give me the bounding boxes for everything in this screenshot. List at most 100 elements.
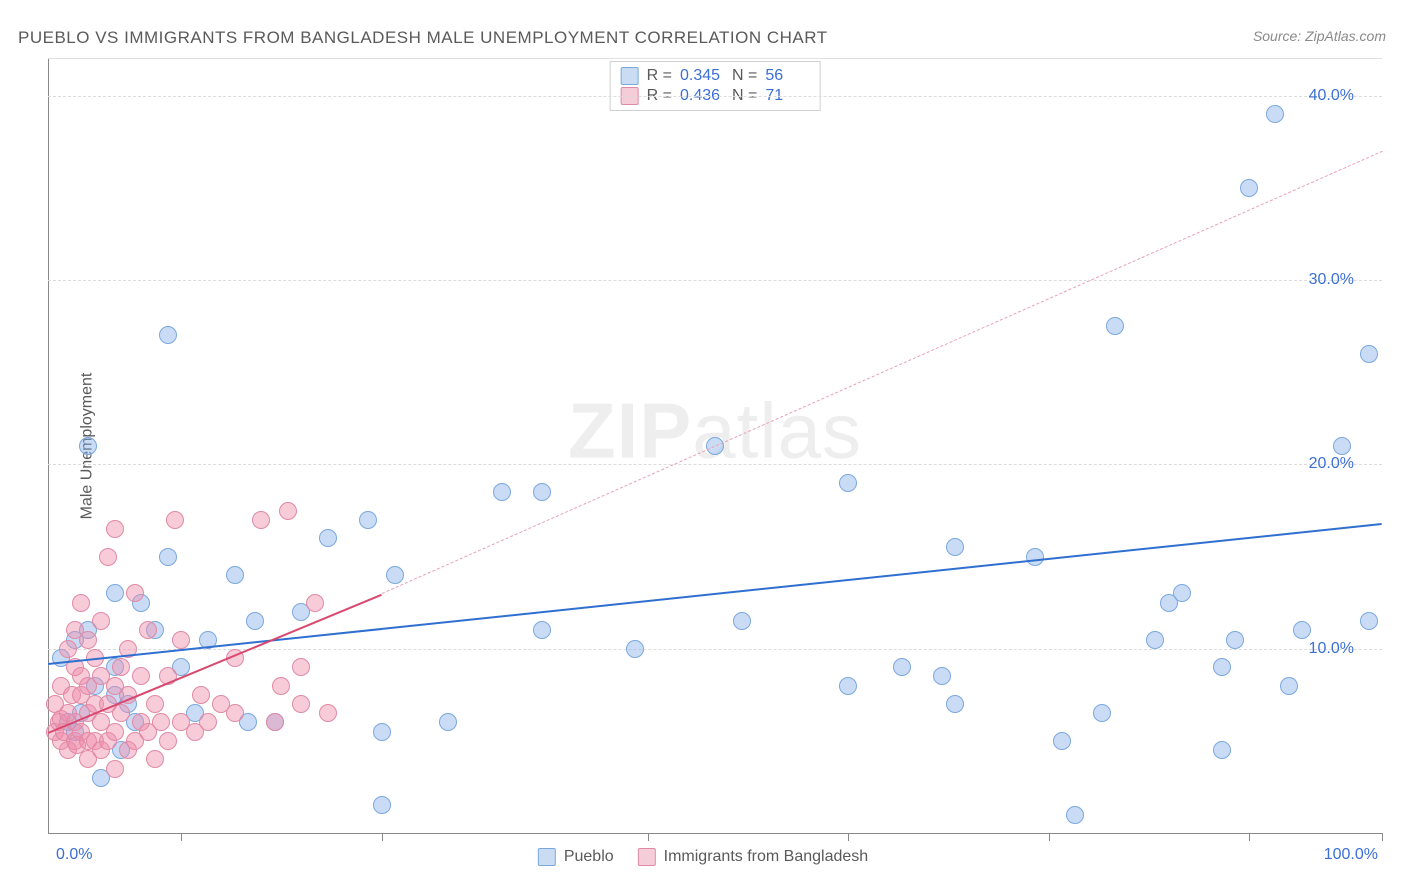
scatter-point	[893, 658, 911, 676]
scatter-point	[59, 640, 77, 658]
n-value: 56	[765, 67, 809, 85]
scatter-point	[1360, 612, 1378, 630]
scatter-point	[1280, 677, 1298, 695]
plot-area-wrap: ZIPatlas R =0.345N =56R =0.436N =71 10.0…	[48, 58, 1382, 834]
scatter-point	[159, 732, 177, 750]
scatter-point	[733, 612, 751, 630]
scatter-point	[159, 548, 177, 566]
x-tick	[1382, 833, 1383, 841]
scatter-point	[106, 723, 124, 741]
trend-line	[381, 151, 1382, 594]
scatter-point	[1213, 658, 1231, 676]
x-tick	[848, 833, 849, 841]
scatter-point	[146, 750, 164, 768]
scatter-point	[159, 326, 177, 344]
scatter-point	[1106, 317, 1124, 335]
scatter-point	[92, 612, 110, 630]
scatter-point	[1146, 631, 1164, 649]
series-legend: PuebloImmigrants from Bangladesh	[538, 848, 868, 866]
scatter-point	[1093, 704, 1111, 722]
scatter-point	[1213, 741, 1231, 759]
scatter-point	[319, 529, 337, 547]
scatter-point	[1240, 179, 1258, 197]
chart-container: PUEBLO VS IMMIGRANTS FROM BANGLADESH MAL…	[0, 0, 1406, 892]
scatter-point	[106, 584, 124, 602]
scatter-point	[146, 695, 164, 713]
source-prefix: Source:	[1253, 28, 1305, 44]
scatter-point	[1026, 548, 1044, 566]
legend-item: Immigrants from Bangladesh	[638, 848, 869, 866]
scatter-point	[292, 658, 310, 676]
gridline	[48, 96, 1382, 97]
watermark: ZIPatlas	[568, 385, 862, 476]
scatter-point	[279, 502, 297, 520]
legend-swatch	[638, 848, 656, 866]
scatter-point	[373, 723, 391, 741]
y-tick-label: 20.0%	[1309, 455, 1354, 473]
scatter-point	[112, 704, 130, 722]
scatter-point	[839, 474, 857, 492]
scatter-point	[1053, 732, 1071, 750]
scatter-point	[439, 713, 457, 731]
scatter-point	[79, 437, 97, 455]
watermark-light: atlas	[692, 386, 862, 474]
scatter-point	[839, 677, 857, 695]
scatter-point	[246, 612, 264, 630]
scatter-point	[306, 594, 324, 612]
stats-legend: R =0.345N =56R =0.436N =71	[610, 61, 821, 111]
scatter-point	[1293, 621, 1311, 639]
legend-label: Immigrants from Bangladesh	[664, 848, 869, 866]
r-label: R =	[647, 67, 672, 85]
scatter-point	[126, 584, 144, 602]
scatter-point	[386, 566, 404, 584]
scatter-point	[1360, 345, 1378, 363]
scatter-point	[533, 483, 551, 501]
scatter-point	[1173, 584, 1191, 602]
stats-row: R = 0.345 N = 56	[621, 66, 810, 86]
chart-title: PUEBLO VS IMMIGRANTS FROM BANGLADESH MAL…	[18, 28, 828, 48]
legend-swatch	[538, 848, 556, 866]
scatter-point	[319, 704, 337, 722]
scatter-point	[112, 658, 130, 676]
scatter-point	[152, 713, 170, 731]
scatter-point	[99, 548, 117, 566]
scatter-point	[132, 667, 150, 685]
scatter-point	[139, 621, 157, 639]
y-tick-label: 10.0%	[1309, 640, 1354, 658]
x-axis-min-label: 0.0%	[56, 846, 92, 864]
scatter-point	[626, 640, 644, 658]
scatter-point	[946, 538, 964, 556]
plot-area: ZIPatlas R =0.345N =56R =0.436N =71 10.0…	[48, 58, 1382, 834]
scatter-point	[226, 704, 244, 722]
source-citation: Source: ZipAtlas.com	[1253, 28, 1386, 44]
scatter-point	[933, 667, 951, 685]
scatter-point	[1066, 806, 1084, 824]
scatter-point	[533, 621, 551, 639]
r-value: 0.345	[680, 67, 724, 85]
scatter-point	[192, 686, 210, 704]
scatter-point	[252, 511, 270, 529]
source-name: ZipAtlas.com	[1305, 28, 1386, 44]
scatter-point	[266, 713, 284, 731]
watermark-bold: ZIP	[568, 386, 692, 474]
x-tick	[1249, 833, 1250, 841]
scatter-point	[359, 511, 377, 529]
scatter-point	[272, 677, 290, 695]
scatter-point	[166, 511, 184, 529]
scatter-point	[199, 713, 217, 731]
scatter-point	[946, 695, 964, 713]
x-tick	[1049, 833, 1050, 841]
y-tick-label: 30.0%	[1309, 271, 1354, 289]
x-tick	[181, 833, 182, 841]
scatter-point	[373, 796, 391, 814]
scatter-point	[226, 566, 244, 584]
y-tick-label: 40.0%	[1309, 87, 1354, 105]
scatter-point	[72, 594, 90, 612]
n-label: N =	[732, 67, 757, 85]
x-tick	[382, 833, 383, 841]
scatter-point	[1226, 631, 1244, 649]
scatter-point	[106, 760, 124, 778]
scatter-point	[79, 631, 97, 649]
legend-swatch	[621, 67, 639, 85]
x-tick	[648, 833, 649, 841]
